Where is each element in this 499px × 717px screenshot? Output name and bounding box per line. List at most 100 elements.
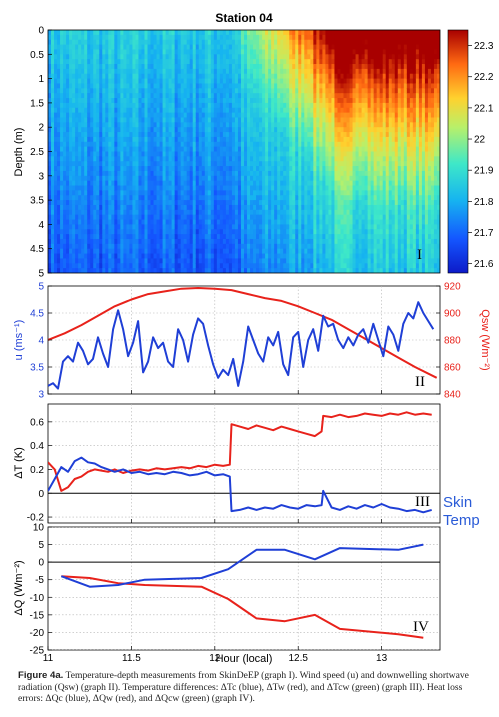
heatmap-cell [189,161,194,167]
heatmap-cell [237,175,242,182]
heatmap-cell [331,64,336,70]
heatmap-cell [265,93,269,99]
heatmap-cell [325,263,330,269]
heatmap-cell [228,243,233,250]
heatmap-cell [325,156,330,162]
heatmap-cell [237,44,242,51]
heatmap-cell [174,268,179,273]
heatmap-cell [307,146,311,153]
heatmap-cell [180,156,185,162]
heatmap-cell [292,268,296,273]
heatmap-cell [216,127,221,133]
heatmap-cell [274,44,278,51]
heatmap-cell [120,258,124,264]
heatmap-cell [129,243,134,250]
heatmap-cell [57,185,61,191]
heatmap-cell [283,34,287,41]
heatmap-cell [123,146,127,153]
heatmap-cell [144,30,149,36]
heatmap-cell [153,132,158,138]
heatmap-cell [346,136,351,143]
heatmap-cell [117,59,121,65]
heatmap-cell [69,175,73,182]
heatmap-cell [144,59,149,65]
heatmap-cell [277,44,281,51]
heatmap-cell [322,132,327,138]
heatmap-cell [259,146,263,153]
heatmap-cell [162,209,167,216]
heatmap-cell [313,248,317,255]
heatmap-cell [165,170,170,177]
heatmap-cell [63,195,67,201]
heatmap-cell [234,59,239,65]
heatmap-cell [105,88,109,94]
heatmap-cell [123,68,127,75]
heatmap-cell [286,146,290,153]
heatmap-cell [165,78,170,85]
heatmap-cell [150,30,155,36]
heatmap-cell [198,107,203,114]
heatmap-cell [186,161,191,167]
heatmap-cell [180,146,185,153]
heatmap-cell [102,112,106,119]
heatmap-cell [292,44,296,51]
heatmap-cell [286,49,290,55]
heatmap-cell [319,151,323,157]
heatmap-cell [156,93,161,99]
heatmap-cell [250,156,254,162]
heatmap-cell [105,54,109,60]
heatmap-cell [144,44,149,51]
heatmap-cell [183,161,188,167]
heatmap-cell [165,141,170,148]
heatmap-cell [141,151,146,157]
heatmap-cell [256,73,260,80]
heatmap-cell [283,117,287,123]
heatmap-cell [274,112,278,119]
heatmap-cell [183,102,188,109]
heatmap-cell [331,73,336,80]
heatmap-cell [346,88,351,94]
heatmap-cell [138,49,143,55]
heatmap-cell [310,219,314,225]
heatmap-cell [259,258,263,264]
heatmap-cell [48,132,52,138]
heatmap-cell [228,195,233,201]
heatmap-cell [102,180,106,187]
heatmap-cell [216,224,221,230]
heatmap-cell [286,73,290,80]
heatmap-cell [147,34,152,41]
heatmap-cell [250,190,254,196]
heatmap-cell [192,102,197,109]
heatmap-cell [283,107,287,114]
heatmap-cell [331,39,336,46]
heatmap-cell [328,253,333,260]
heatmap-cell [129,219,134,225]
heatmap-cell [57,127,61,133]
heatmap-cell [171,175,176,182]
heatmap-cell [192,185,197,191]
heatmap-cell [304,141,308,148]
heatmap-cell [225,136,230,143]
heatmap-cell [268,200,272,206]
heatmap-cell [165,73,170,80]
heatmap-cell [262,102,266,109]
heatmap-cell [253,49,257,55]
heatmap-cell [69,30,73,36]
heatmap-cell [262,49,266,55]
heatmap-cell [253,200,257,206]
heatmap-cell [150,253,155,260]
heatmap-cell [277,141,281,148]
heatmap-cell [313,98,317,104]
heatmap-cell [189,141,194,148]
heatmap-cell [129,234,134,240]
heatmap-cell [51,98,55,104]
heatmap-cell [301,88,305,94]
heatmap-cell [171,34,176,41]
heatmap-cell [331,107,336,114]
heatmap-cell [162,68,167,75]
heatmap-cell [171,166,176,172]
heatmap-cell [117,112,121,119]
heatmap-cell [307,214,311,221]
heatmap-cell [247,93,251,99]
heatmap-cell [171,258,176,264]
